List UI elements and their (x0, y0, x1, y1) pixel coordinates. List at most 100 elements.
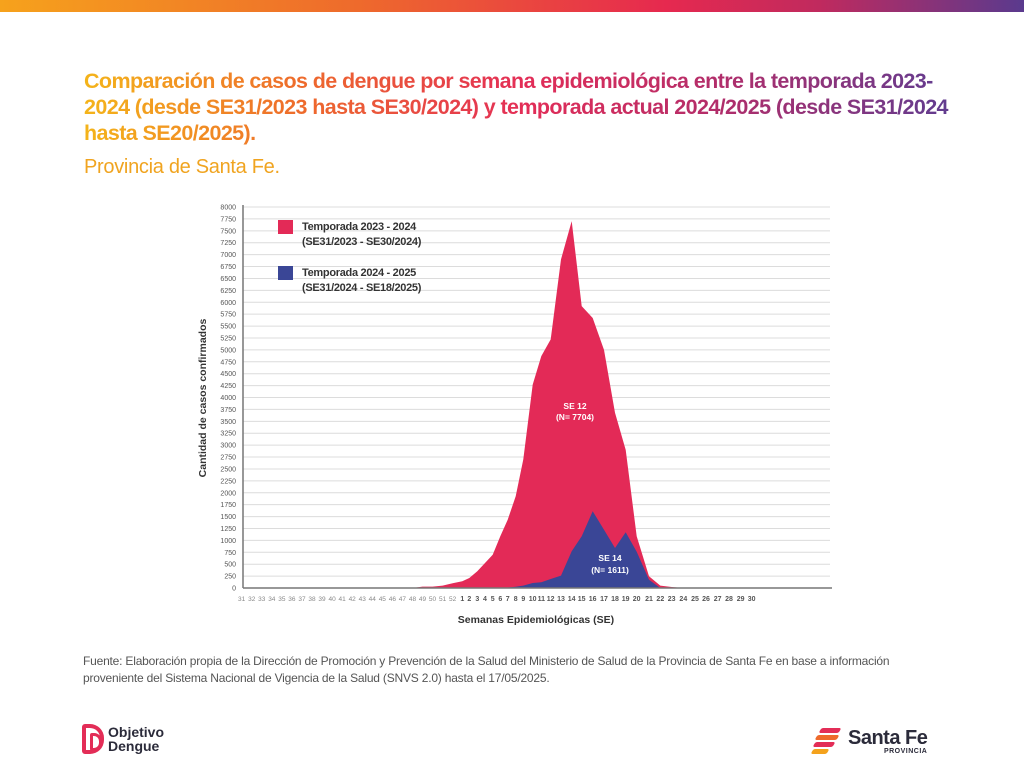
page-title: Comparación de casos de dengue por seman… (84, 68, 964, 146)
x-tick-label: 25 (691, 596, 699, 603)
x-tick-label: 40 (328, 596, 336, 603)
x-tick-label: 4 (483, 596, 487, 603)
x-tick-label: 2 (467, 596, 471, 603)
x-tick-label: 17 (600, 596, 608, 603)
y-axis-label: Cantidad de casos confirmados (197, 318, 209, 477)
x-tick-label: 6 (498, 596, 502, 603)
y-tick-label: 2750 (220, 455, 236, 462)
x-tick-label: 21 (645, 596, 653, 603)
y-tick-label: 3750 (220, 407, 236, 414)
x-tick-label: 8 (514, 596, 518, 603)
x-tick-label: 32 (248, 596, 256, 603)
y-tick-label: 2500 (220, 466, 236, 473)
x-tick-label: 7 (506, 596, 510, 603)
y-tick-label: 3000 (220, 443, 236, 450)
x-tick-label: 5 (491, 596, 495, 603)
source-note: Fuente: Elaboración propia de la Direcci… (83, 654, 890, 685)
x-tick-label: 1 (460, 596, 464, 603)
y-tick-label: 5250 (220, 335, 236, 342)
x-tick-label: 24 (679, 596, 687, 603)
x-tick-label: 35 (278, 596, 286, 603)
area-series-2024-2025 (241, 511, 752, 588)
y-tick-label: 4500 (220, 371, 236, 378)
x-tick-label: 51 (439, 596, 447, 603)
x-tick-label: 22 (656, 596, 664, 603)
y-tick-label: 6750 (220, 264, 236, 271)
x-tick-label: 19 (622, 596, 630, 603)
x-tick-label: 43 (359, 596, 367, 603)
x-tick-label: 46 (389, 596, 397, 603)
y-tick-label: 2250 (220, 478, 236, 485)
y-tick-label: 5000 (220, 347, 236, 354)
x-tick-label: 15 (578, 596, 586, 603)
x-tick-label: 11 (538, 596, 546, 603)
x-tick-label: 45 (379, 596, 387, 603)
y-tick-label: 5750 (220, 312, 236, 319)
y-tick-label: 7250 (220, 240, 236, 247)
peak-annotation-2024-2025-n: (N= 1611) (591, 565, 629, 575)
x-tick-label: 52 (449, 596, 457, 603)
x-axis-label: Semanas Epidemiológicas (SE) (458, 614, 614, 626)
x-tick-label: 44 (369, 596, 377, 603)
y-tick-label: 6000 (220, 300, 236, 307)
x-tick-label: 36 (288, 596, 296, 603)
legend-label-2024-2025: Temporada 2024 - 2025 (302, 267, 416, 279)
x-tick-label: 50 (429, 596, 437, 603)
y-tick-label: 7750 (220, 216, 236, 223)
x-tick-label: 30 (748, 596, 756, 603)
y-tick-label: 4250 (220, 383, 236, 390)
x-tick-label: 12 (547, 596, 555, 603)
y-tick-label: 6500 (220, 276, 236, 283)
y-tick-label: 2000 (220, 490, 236, 497)
objetivo-dengue-logo: Objetivo Dengue (82, 724, 164, 754)
y-tick-label: 8000 (220, 205, 236, 212)
y-tick-label: 250 (224, 574, 236, 581)
x-tick-label: 27 (714, 596, 722, 603)
x-tick-label: 38 (308, 596, 316, 603)
x-tick-label: 37 (298, 596, 306, 603)
legend-detail-2023-2024: (SE31/2023 - SE30/2024) (302, 236, 422, 248)
y-tick-label: 7000 (220, 252, 236, 259)
x-tick-label: 9 (521, 596, 525, 603)
x-tick-label: 14 (568, 596, 576, 603)
legend-swatch-2023-2024 (278, 220, 293, 234)
dengue-d-icon (82, 724, 104, 754)
x-tick-label: 3 (475, 596, 479, 603)
x-tick-label: 18 (611, 596, 619, 603)
santa-fe-name: Santa Fe (848, 726, 928, 749)
x-tick-label: 16 (589, 596, 597, 603)
x-tick-label: 34 (268, 596, 276, 603)
y-tick-label: 4750 (220, 359, 236, 366)
y-tick-label: 0 (232, 586, 236, 593)
x-tick-label: 48 (409, 596, 417, 603)
y-tick-label: 4000 (220, 395, 236, 402)
y-tick-label: 1500 (220, 514, 236, 521)
y-tick-label: 750 (224, 550, 236, 557)
x-tick-label: 31 (238, 596, 246, 603)
x-tick-label: 39 (318, 596, 326, 603)
y-tick-label: 7500 (220, 228, 236, 235)
x-tick-label: 42 (349, 596, 357, 603)
logo-line-1: Objetivo (108, 724, 165, 740)
x-tick-label: 29 (737, 596, 745, 603)
x-tick-label: 13 (557, 596, 565, 603)
page-subtitle: Provincia de Santa Fe. (84, 156, 280, 178)
legend-label-2023-2024: Temporada 2023 - 2024 (302, 221, 417, 233)
top-gradient-bar (0, 0, 1024, 12)
peak-annotation-2023-2024: SE 12 (563, 401, 586, 411)
y-tick-label: 500 (224, 562, 236, 569)
x-tick-label: 23 (668, 596, 676, 603)
logo-line-2: Dengue (108, 738, 160, 754)
santa-fe-sub: PROVINCIA (883, 747, 928, 755)
area-series-2023-2024 (241, 221, 752, 588)
x-tick-label: 26 (702, 596, 710, 603)
y-tick-label: 1000 (220, 538, 236, 545)
santa-fe-stripes-icon (810, 726, 842, 756)
x-tick-label: 28 (725, 596, 733, 603)
y-tick-label: 5500 (220, 324, 236, 331)
legend-swatch-2024-2025 (278, 266, 293, 280)
x-tick-label: 41 (339, 596, 347, 603)
legend-detail-2024-2025: (SE31/2024 - SE18/2025) (302, 282, 422, 294)
peak-annotation-2023-2024-n: (N= 7704) (556, 412, 594, 422)
